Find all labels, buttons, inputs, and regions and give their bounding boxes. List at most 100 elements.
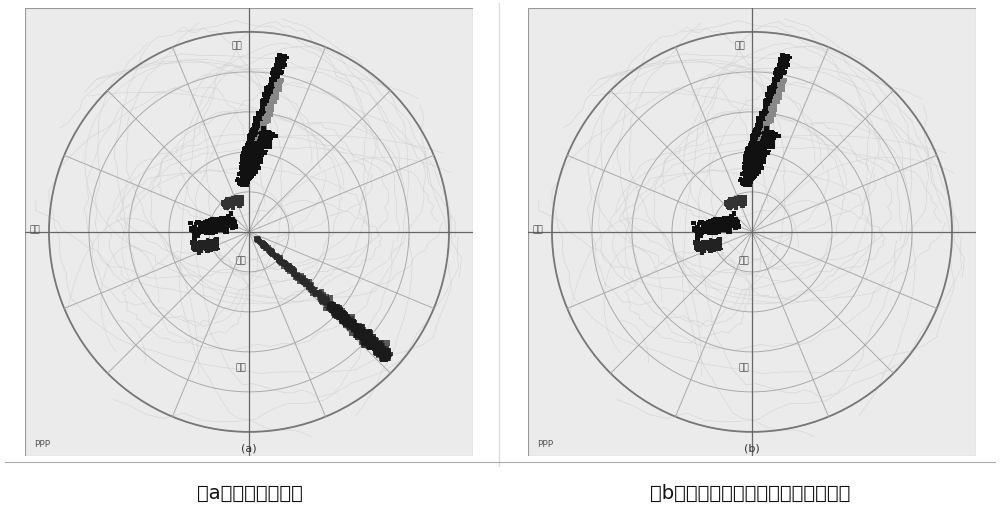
Point [322,299,338,308]
Point [254,140,270,148]
Point [711,217,727,226]
Point [240,169,256,177]
Point [768,80,784,88]
Point [249,146,265,155]
Point [265,250,281,258]
Point [245,132,261,140]
Point [266,251,282,259]
Point [691,225,707,234]
Point [253,122,269,130]
Point [774,67,790,75]
Text: PPP: PPP [34,440,50,449]
Point [764,92,780,101]
Point [364,343,380,351]
Point [763,108,779,117]
Point [253,128,269,137]
Point [333,311,349,320]
Point [761,96,777,104]
Point [244,130,260,139]
Point [746,141,762,150]
Point [772,60,788,68]
Point [778,52,794,60]
Point [198,226,214,234]
Point [357,329,373,337]
Point [691,243,707,252]
Point [346,322,362,330]
Point [239,171,255,180]
Point [328,305,344,313]
Point [753,144,769,152]
Point [329,307,345,315]
Point [234,158,250,167]
Point [258,104,274,112]
Point [740,148,756,156]
Point [356,342,372,351]
Point [224,200,240,208]
Point [253,112,269,121]
Point [220,221,236,229]
Point [276,60,292,69]
Point [242,144,258,152]
Point [349,326,365,335]
Point [242,147,258,156]
Point [240,144,256,152]
Point [767,100,783,108]
Point [270,71,286,79]
Point [258,108,274,116]
Point [247,124,263,133]
Point [737,163,753,172]
Point [258,147,274,155]
Point [352,329,368,337]
Point [770,72,786,80]
Point [773,70,789,79]
Point [184,225,200,234]
Point [276,259,292,267]
Point [270,64,286,72]
Point [754,117,770,125]
Point [758,123,774,131]
Point [261,92,277,101]
Point [705,243,721,252]
Point [233,196,249,205]
Point [764,102,780,110]
Point [246,149,262,158]
Point [726,221,742,230]
Point [293,271,309,280]
Point [236,162,252,171]
Point [761,92,777,101]
Point [262,101,278,110]
Point [229,198,245,206]
Point [248,139,264,148]
Point [240,163,256,171]
Point [201,220,217,228]
Point [744,161,760,169]
Point [273,60,289,68]
Point [272,58,288,67]
Point [225,196,241,204]
Point [236,165,252,173]
Point [767,91,783,99]
Point [260,111,276,119]
Point [719,220,735,228]
Point [336,313,352,322]
Point [742,151,758,160]
Point [245,129,261,138]
Point [251,121,267,129]
Point [322,294,338,302]
Point [240,154,256,162]
Point [750,128,766,137]
Point [344,316,360,325]
Point [769,77,785,85]
Point [368,349,384,357]
Point [252,238,268,246]
Point [713,221,729,230]
Point [320,299,336,308]
Point [758,109,774,117]
Point [737,176,753,184]
Point [252,111,268,119]
Point [754,139,770,147]
Point [297,280,313,289]
Point [372,344,388,352]
Point [259,117,275,125]
Point [769,67,785,75]
